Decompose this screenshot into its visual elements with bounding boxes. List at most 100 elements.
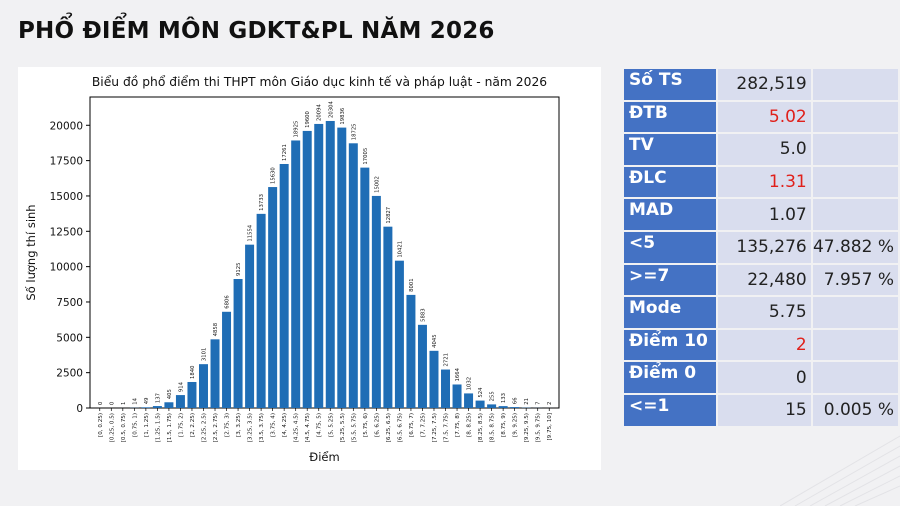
stats-row: MAD 1.07: [624, 199, 898, 230]
bar: [394, 260, 404, 408]
stat-percent: [812, 134, 898, 165]
x-tick-label: [8.75, 9): [501, 413, 507, 437]
bar-value-label: 1: [121, 402, 127, 405]
stat-label: <=1: [624, 394, 717, 426]
bar-value-label: 49: [144, 398, 150, 405]
bar: [279, 163, 289, 408]
bar-value-label: 17005: [363, 148, 369, 165]
chart-panel: Biểu đồ phổ điểm thi THPT môn Giáo dục k…: [18, 67, 601, 470]
x-tick-label: [7.25, 7.5): [432, 413, 438, 442]
bar-value-label: 13733: [259, 194, 265, 211]
decorative-lines-icon: [780, 435, 900, 506]
x-tick-label: [6, 6.25): [374, 413, 380, 437]
slide-title: PHỔ ĐIỂM MÔN GDKT&PL NĂM 2026: [18, 18, 495, 44]
bar-value-label: 6806: [225, 295, 231, 309]
bar: [464, 393, 474, 408]
x-tick-label: [9.25, 9.5): [524, 413, 530, 442]
stats-table: Số TS 282,519 ĐTB 5.02 TV 5.0 ĐLC 1.31 MAD 1.07 <5…: [622, 67, 900, 428]
stat-label: Số TS: [624, 69, 717, 100]
bar-value-label: 0: [98, 401, 104, 405]
x-tick-label: [8.25, 8.5): [478, 413, 484, 442]
bar-value-label: 18925: [294, 121, 300, 138]
stats-row: ĐTB 5.02: [624, 101, 898, 133]
stat-value: 0: [718, 362, 811, 393]
stat-percent: [812, 69, 898, 100]
x-tick-label: [2.75, 3): [225, 413, 231, 437]
bar-value-label: 3101: [201, 348, 207, 361]
x-tick-label: [1.25, 1.5): [155, 413, 161, 442]
stat-percent: 0.005 %: [812, 394, 898, 426]
bar-value-label: 18725: [351, 123, 357, 140]
stat-percent: [812, 362, 898, 393]
bar-value-label: 15630: [271, 167, 277, 184]
x-tick-label: [0.75, 1): [132, 413, 138, 437]
bar: [268, 187, 278, 408]
bar: [256, 213, 266, 408]
bar: [498, 406, 508, 408]
stat-label: TV: [624, 134, 717, 165]
y-axis-label: Số lượng thí sinh: [24, 204, 38, 300]
plot-frame: [89, 96, 560, 409]
bar: [198, 364, 208, 408]
x-tick-label: [6.75, 7): [409, 413, 415, 437]
bar-value-label: 524: [478, 387, 484, 398]
bar: [475, 400, 485, 408]
x-tick-label: [9, 9.25): [513, 413, 519, 437]
bar: [337, 127, 347, 408]
bar: [175, 395, 185, 408]
bar-value-label: 1840: [190, 365, 196, 379]
y-tick-label: 12500: [50, 226, 83, 238]
x-tick-label: [4.75, 5): [317, 413, 323, 437]
stat-value: 5.75: [718, 297, 811, 328]
bar: [245, 244, 255, 408]
bar-value-label: 914: [178, 381, 184, 392]
bar-value-label: 133: [501, 393, 507, 403]
stat-value: 5.02: [718, 101, 811, 133]
y-tick-label: 0: [76, 403, 83, 415]
bar-value-label: 12827: [386, 207, 392, 224]
x-tick-label: [0, 0.25): [98, 413, 104, 437]
stat-percent: [812, 101, 898, 133]
bar: [187, 381, 197, 408]
bar: [302, 130, 312, 408]
bar-value-label: 14: [132, 397, 138, 404]
x-tick-label: [3, 3.25): [236, 413, 242, 437]
x-tick-label: [9.5, 9.75): [536, 413, 542, 442]
bar: [210, 339, 220, 408]
bar-value-label: 1664: [455, 367, 461, 381]
bar: [417, 324, 427, 408]
x-tick-label: [7.75, 8): [455, 413, 461, 437]
stats-row: ĐLC 1.31: [624, 166, 898, 198]
bar-value-label: 11554: [248, 224, 254, 241]
stat-value: 1.07: [718, 199, 811, 230]
bar: [164, 402, 174, 408]
bar: [487, 404, 497, 408]
stat-value: 22,480: [718, 264, 811, 296]
x-tick-label: [0.25, 0.5): [109, 413, 115, 442]
bar: [325, 120, 335, 408]
stat-value: 5.0: [718, 134, 811, 165]
bar-value-label: 8001: [409, 278, 415, 291]
y-tick-label: 5000: [56, 332, 83, 344]
bar-value-label: 4858: [213, 322, 219, 336]
x-tick-label: [4, 4.25): [282, 413, 288, 437]
bar-value-label: 0: [109, 401, 115, 405]
stats-row: Mode 5.75: [624, 297, 898, 328]
stat-label: MAD: [624, 199, 717, 230]
x-tick-label: [6.25, 6.5): [386, 413, 392, 442]
bar-value-label: 137: [155, 393, 161, 403]
x-tick-label: [1.75, 2): [178, 413, 184, 437]
x-axis-label: Điểm: [309, 450, 339, 464]
bar-value-label: 9125: [236, 263, 242, 276]
bar: [141, 407, 151, 408]
bar: [291, 140, 301, 409]
bar: [452, 384, 462, 408]
x-tick-label: [5.75, 6): [363, 413, 369, 437]
bar: [360, 167, 370, 408]
stats-row: <=1 15 0.005 %: [624, 394, 898, 426]
x-tick-label: [7, 7.25): [420, 413, 426, 437]
stat-percent: [812, 166, 898, 198]
stat-label: Điểm 10: [624, 329, 717, 361]
stats-row: >=7 22,480 7.957 %: [624, 264, 898, 296]
